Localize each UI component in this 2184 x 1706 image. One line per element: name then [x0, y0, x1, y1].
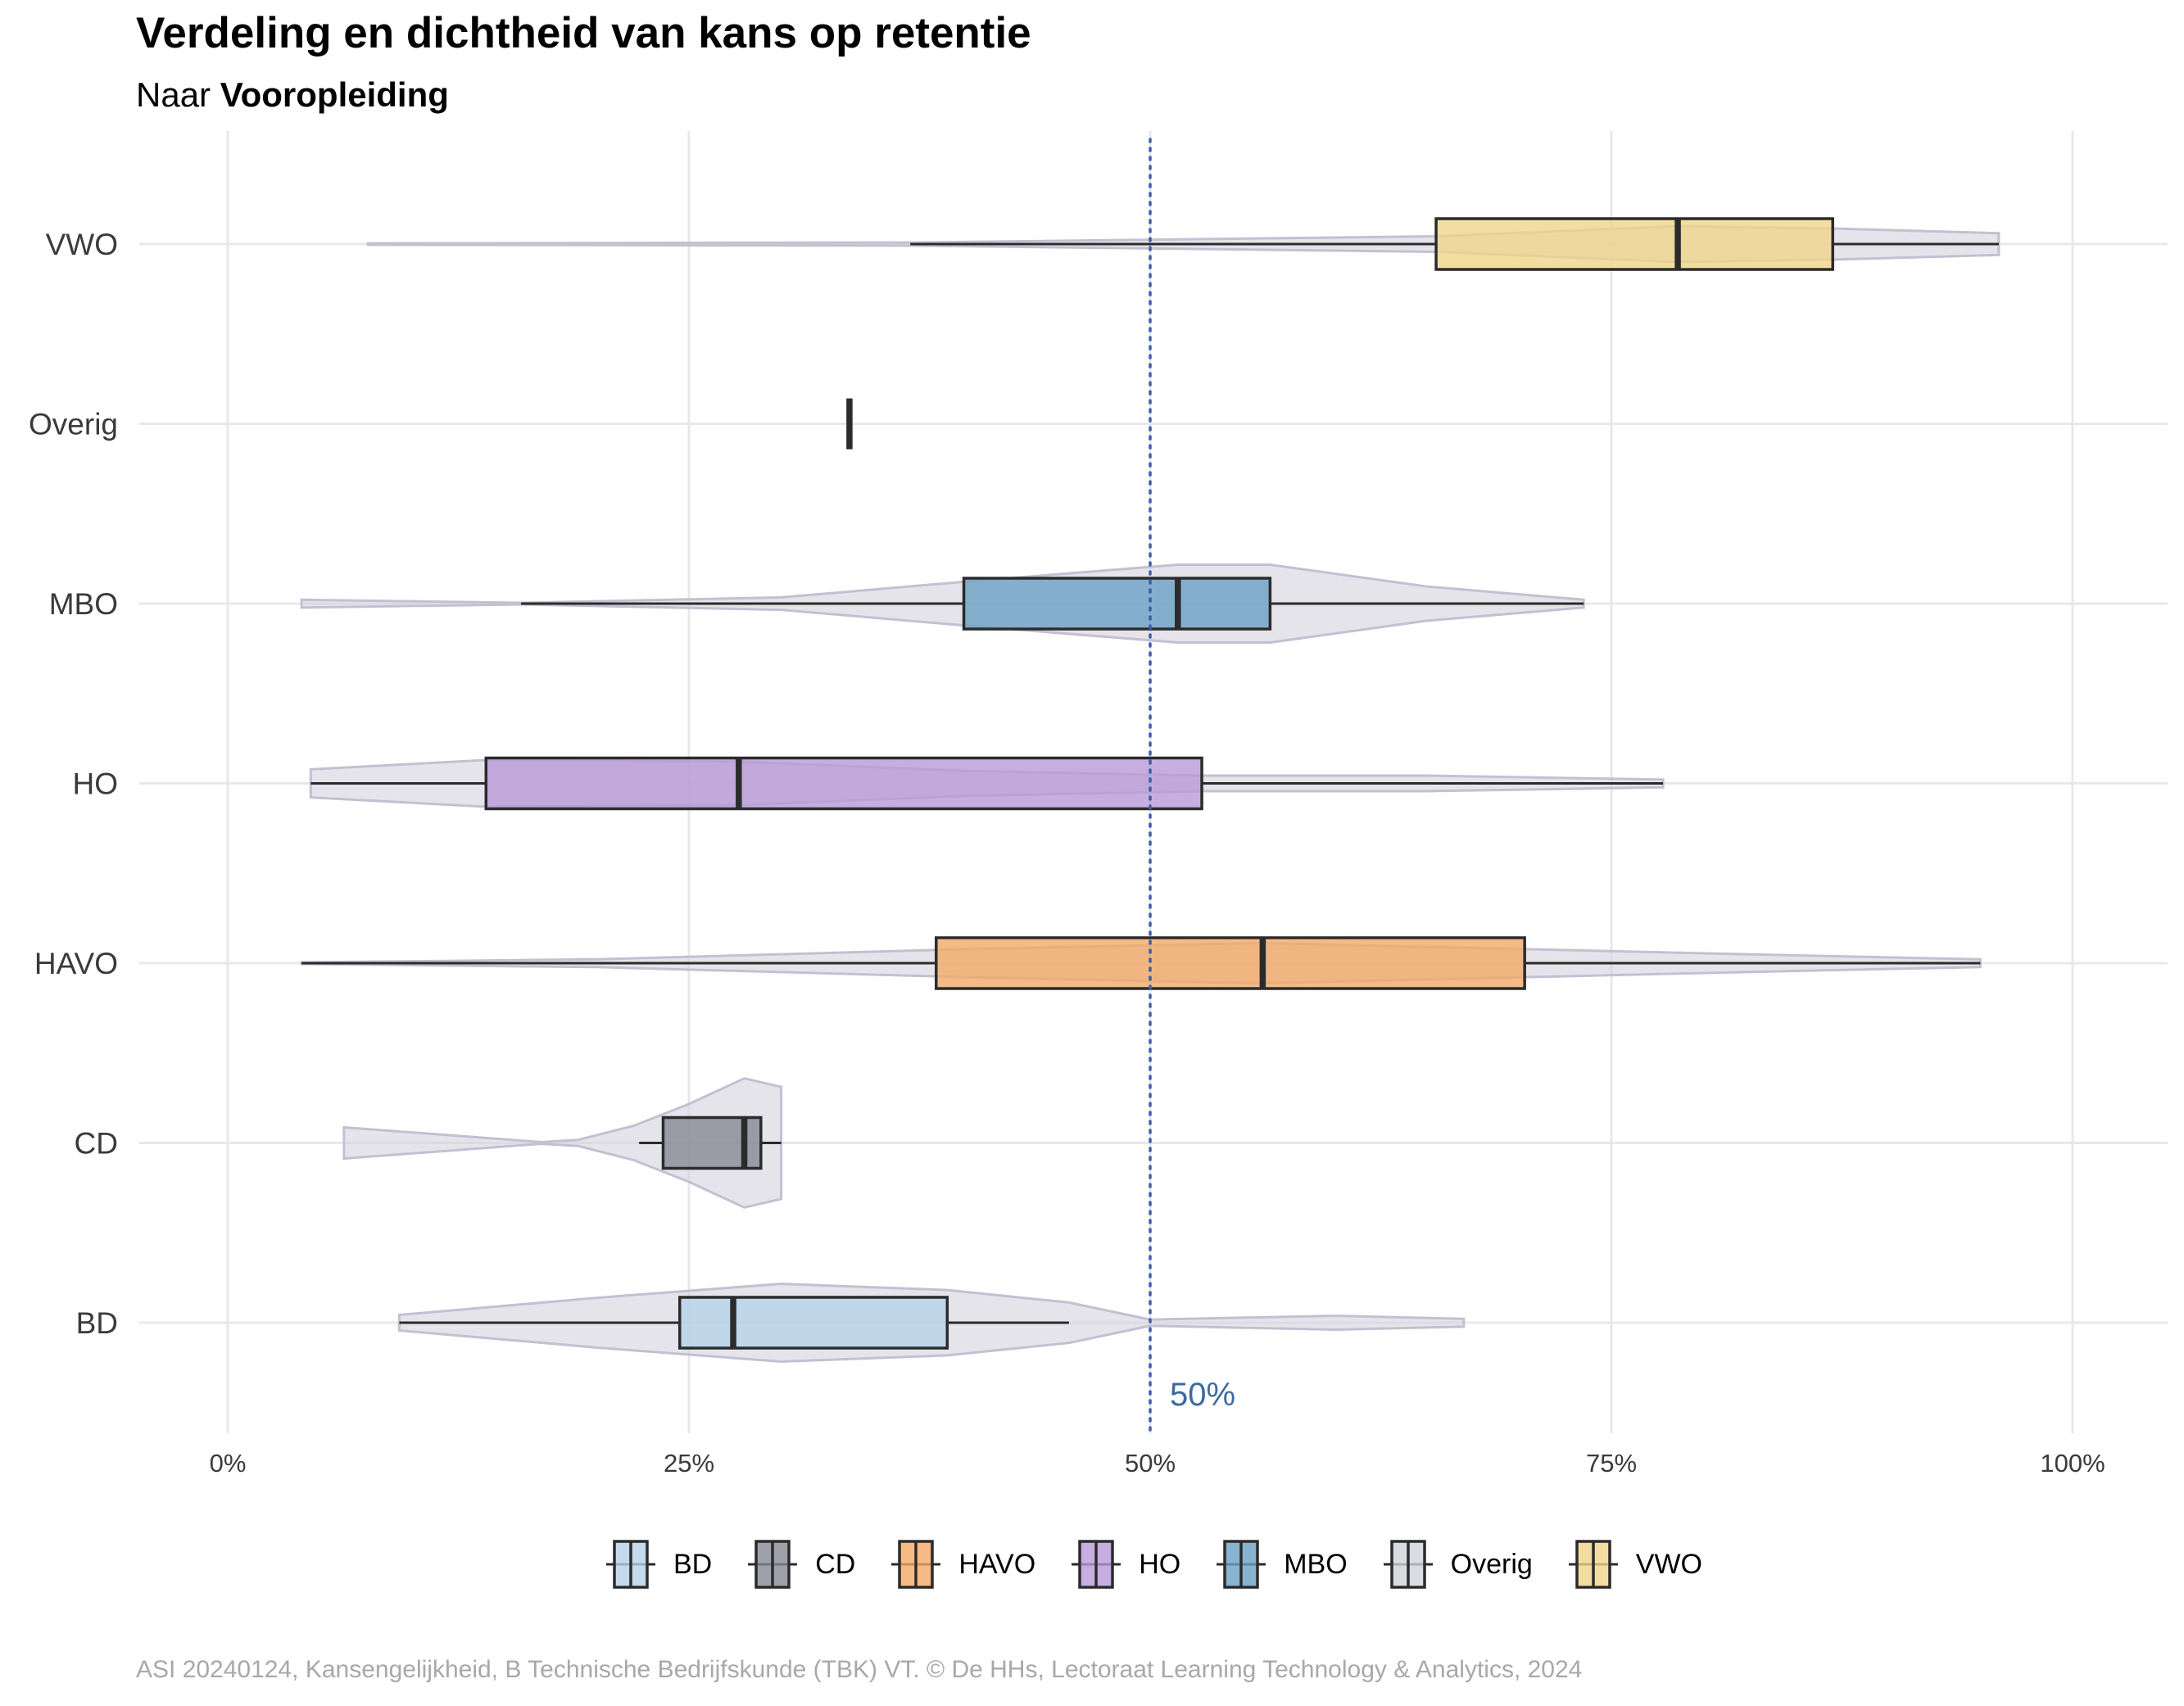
- y-tick-label: CD: [75, 1127, 118, 1161]
- legend-item-havo: HAVO: [890, 1540, 1035, 1589]
- y-tick-label: HO: [73, 767, 119, 801]
- legend-key-icon: [1217, 1540, 1266, 1589]
- legend-key-icon: [1568, 1540, 1618, 1589]
- chart-subtitle: Naar Vooropleiding: [136, 75, 449, 115]
- x-tick-label: 75%: [1586, 1449, 1637, 1477]
- chart-legend: BD CD HAVO HO MBO Overig VWO: [605, 1540, 1737, 1589]
- legend-key-icon: [891, 1540, 941, 1589]
- series-havo: [300, 936, 1982, 990]
- legend-item-bd: BD: [605, 1540, 712, 1589]
- violin-cd: [342, 1077, 783, 1209]
- legend-item-ho: HO: [1070, 1540, 1180, 1589]
- legend-label: BD: [673, 1548, 713, 1580]
- box-havo: [935, 936, 1526, 990]
- box-mbo: [962, 577, 1272, 631]
- legend-item-mbo: MBO: [1215, 1540, 1348, 1589]
- y-tick-label: HAVO: [34, 947, 118, 980]
- subtitle-prefix: Naar: [136, 75, 220, 114]
- y-tick-label: VWO: [46, 228, 118, 261]
- series-bd: [397, 1282, 1466, 1364]
- box-vwo: [1434, 217, 1834, 271]
- reference-line-label: 50%: [1170, 1377, 1235, 1413]
- chart-caption: ASI 20240124, Kansengelijkheid, B Techni…: [136, 1656, 1583, 1683]
- x-tick-label: 0%: [210, 1449, 247, 1477]
- legend-key-icon: [748, 1540, 798, 1589]
- series-cd: [342, 1077, 783, 1209]
- series-mbo: [300, 563, 1585, 644]
- box-ho: [484, 756, 1203, 811]
- legend-item-cd: CD: [746, 1540, 855, 1589]
- x-tick-label: 50%: [1125, 1449, 1176, 1477]
- x-tick-label: 25%: [664, 1449, 714, 1477]
- y-tick-label: Overig: [29, 408, 118, 441]
- series-vwo: [366, 217, 2000, 271]
- legend-item-overig: Overig: [1382, 1540, 1533, 1589]
- x-tick-label: 100%: [2040, 1449, 2105, 1477]
- legend-label: CD: [815, 1548, 856, 1580]
- legend-label: MBO: [1284, 1548, 1348, 1580]
- legend-label: HO: [1139, 1548, 1181, 1580]
- y-tick-label: MBO: [49, 587, 118, 621]
- legend-key-icon: [1383, 1540, 1433, 1589]
- legend-item-vwo: VWO: [1567, 1540, 1702, 1589]
- legend-key-icon: [606, 1540, 655, 1589]
- legend-label: HAVO: [958, 1548, 1036, 1580]
- chart-title: Verdeling en dichtheid van kans op reten…: [136, 9, 1031, 57]
- series-ho: [309, 756, 1665, 811]
- subtitle-bold: Vooropleiding: [220, 75, 449, 114]
- y-tick-label: BD: [76, 1306, 118, 1340]
- legend-label: Overig: [1450, 1548, 1533, 1580]
- legend-label: VWO: [1635, 1548, 1702, 1580]
- box-bd: [677, 1296, 949, 1350]
- legend-key-icon: [1072, 1540, 1121, 1589]
